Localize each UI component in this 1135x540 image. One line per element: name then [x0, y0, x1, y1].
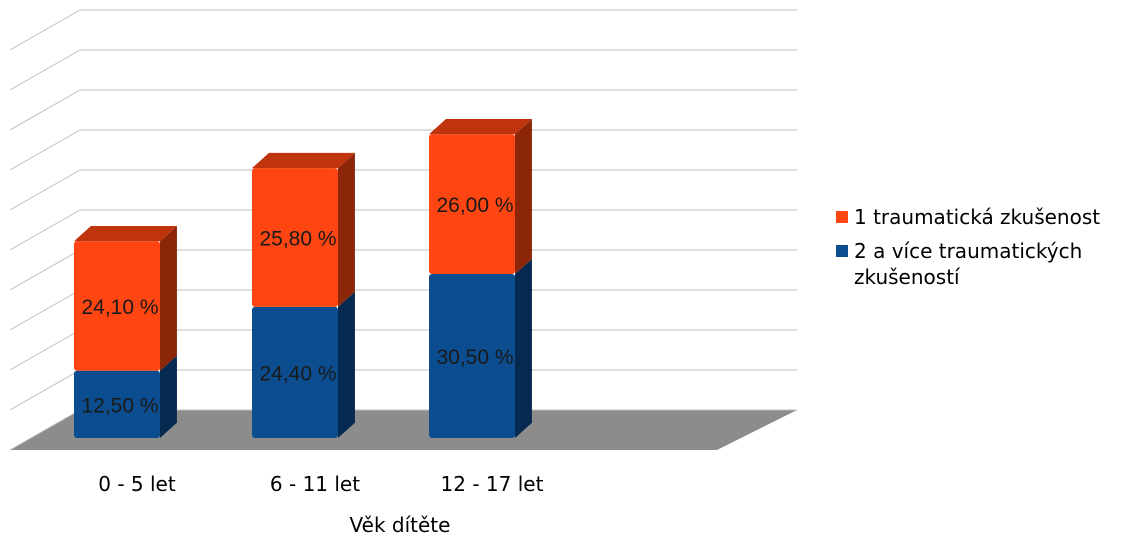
data-label: 30,50 % [436, 346, 513, 369]
bar-side [515, 258, 532, 438]
gridline-side [9, 129, 81, 171]
gridline-side [9, 89, 81, 131]
bar-front [429, 134, 515, 275]
data-label: 12,50 % [81, 394, 158, 417]
x-tick-label: 0 - 5 let [98, 472, 176, 496]
x-tick-label: 12 - 17 let [441, 472, 544, 496]
gridline-side [9, 369, 81, 411]
gridline-side [9, 249, 81, 291]
legend-swatch-multiple-experiences [836, 245, 848, 257]
bar-front [74, 370, 160, 438]
gridline-side [9, 209, 81, 251]
bar-front [74, 241, 160, 371]
legend: 1 traumatická zkušenost 2 a více traumat… [836, 204, 1135, 298]
floor [10, 410, 797, 450]
data-label: 24,40 % [259, 362, 336, 385]
bar-front [252, 306, 338, 438]
x-tick-label: 6 - 11 let [270, 472, 360, 496]
chart-area: 12,50 % 24,10 % 0 - 5 let 24,40 % 25,80 % 6 -… [9, 9, 797, 496]
bar-side [338, 291, 355, 438]
bar-front [429, 274, 515, 438]
gridline-side [9, 329, 81, 371]
bar-side [515, 119, 532, 275]
bar-side [338, 152, 355, 307]
gridline-side [9, 9, 81, 51]
bar-front [252, 168, 338, 307]
bar-top [429, 119, 532, 135]
legend-item-multiple-experiences: 2 a více traumatických zkušeností [836, 238, 1135, 290]
gridline-side [9, 49, 81, 91]
bar-side [160, 226, 177, 371]
legend-swatch-one-experience [836, 211, 848, 223]
data-label: 25,80 % [259, 227, 336, 250]
bar-top [252, 152, 355, 169]
legend-label-multiple-experiences: 2 a více traumatických zkušeností [854, 239, 1083, 289]
gridline-side [9, 409, 81, 451]
data-label: 24,10 % [81, 296, 158, 319]
bar-side [160, 355, 177, 438]
gridline-side [9, 289, 81, 331]
legend-item-one-experience: 1 traumatická zkušenost [836, 204, 1135, 230]
bar-top [74, 226, 177, 242]
gridline-side [9, 169, 81, 211]
x-axis-title: Věk dítěte [349, 513, 451, 537]
data-label: 26,00 % [436, 194, 513, 217]
legend-label-one-experience: 1 traumatická zkušenost [854, 205, 1101, 229]
